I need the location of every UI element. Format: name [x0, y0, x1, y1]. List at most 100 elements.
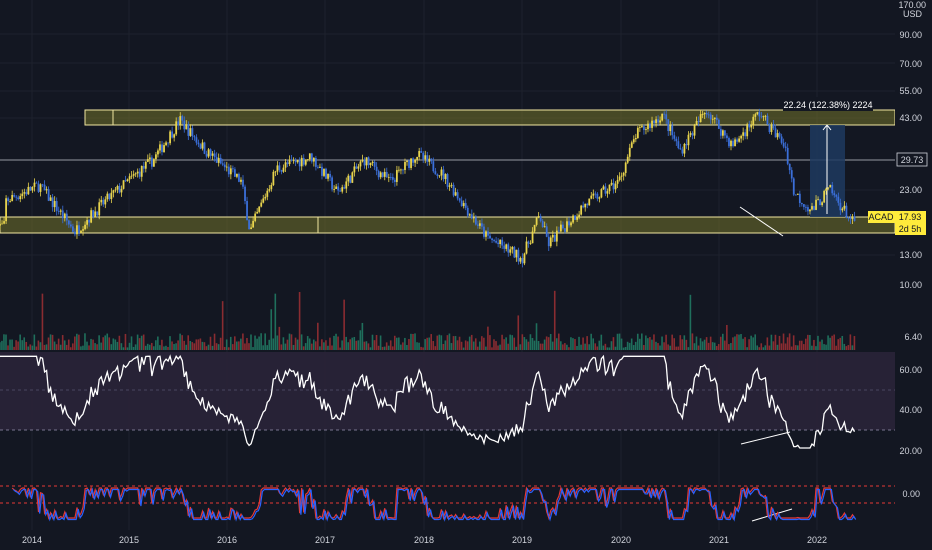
candle — [594, 191, 597, 199]
candle — [312, 157, 315, 167]
volume-bar — [177, 340, 179, 350]
candle — [124, 175, 127, 183]
candle — [566, 217, 568, 233]
volume-bar — [434, 346, 437, 350]
time-axis[interactable]: 2014 2015 2016 2017 2018 2019 2020 2021 … — [22, 535, 827, 545]
volume-bar — [308, 338, 311, 350]
volume-bar — [792, 335, 795, 350]
volume-bar — [33, 334, 36, 350]
volume-bar — [588, 344, 590, 350]
volume-bar — [780, 343, 783, 350]
candle — [187, 121, 190, 141]
volume-bar — [319, 346, 321, 350]
volume-bar — [598, 340, 601, 350]
volume-bar — [794, 345, 797, 350]
volume-bar — [278, 326, 281, 350]
zones — [0, 109, 896, 234]
volume-bar — [485, 346, 487, 350]
volume-bar — [468, 336, 471, 350]
volume-bar — [764, 345, 767, 350]
price-scale[interactable]: 170.00 USD 90.00 70.00 55.00 43.00 29.73… — [895, 0, 932, 550]
candle — [157, 148, 159, 158]
volume-bar — [594, 343, 597, 350]
candle — [800, 202, 803, 207]
candle — [786, 143, 789, 166]
candle — [29, 186, 32, 191]
candle — [811, 202, 813, 211]
volume-bar — [45, 344, 48, 350]
volume-bar — [304, 343, 307, 350]
volume-bar — [839, 337, 842, 350]
volume-bar — [227, 347, 230, 350]
volume-bar — [758, 347, 761, 350]
candle — [677, 136, 680, 150]
candle — [576, 213, 579, 222]
oscillator-line-2 — [12, 487, 857, 522]
candle — [134, 172, 137, 178]
candle — [454, 187, 457, 197]
candle — [815, 195, 817, 211]
candle — [317, 164, 319, 169]
candle — [136, 168, 139, 178]
volume-bar — [630, 338, 633, 350]
volume-bar — [778, 335, 781, 350]
volume-bar — [138, 338, 141, 350]
candle — [244, 184, 246, 205]
volume-bar — [47, 337, 50, 350]
volume-bar — [756, 345, 759, 350]
volume-bar — [476, 346, 479, 350]
candle — [288, 155, 291, 167]
candle — [667, 119, 670, 137]
volume-bar — [638, 338, 641, 350]
candle — [709, 112, 712, 124]
candle — [509, 246, 512, 256]
candle — [513, 245, 516, 259]
volume-bar — [124, 333, 127, 350]
volume-bar — [754, 334, 756, 350]
candle — [72, 223, 74, 233]
candle — [96, 211, 99, 218]
volume-bar — [400, 344, 402, 350]
volume-bar — [268, 339, 271, 350]
candle — [837, 192, 840, 206]
volume-bar — [489, 335, 491, 350]
volume-bar — [774, 334, 777, 350]
volume-bar — [821, 339, 823, 350]
candle — [503, 241, 506, 253]
candle — [74, 228, 76, 237]
volume-bar — [675, 346, 678, 350]
price-axis-label: 70.00 — [899, 59, 922, 69]
volume-bar — [167, 346, 169, 350]
volume-bar — [23, 337, 26, 350]
volume-bar — [219, 337, 222, 350]
candle — [521, 253, 524, 268]
volume-bar — [564, 343, 566, 350]
candle — [507, 242, 510, 257]
volume-bar — [327, 345, 329, 350]
volume-bar — [300, 334, 303, 350]
volume-bar — [250, 334, 252, 350]
last-price-tag[interactable]: ACAD 17.93 2d 5h — [868, 211, 926, 235]
volume-bar — [406, 344, 408, 350]
candle — [833, 190, 836, 198]
volume-bar — [566, 344, 568, 350]
candle — [466, 205, 469, 218]
candle — [343, 184, 346, 190]
candle — [53, 196, 56, 212]
candle — [140, 165, 143, 182]
candle — [306, 159, 309, 162]
candle — [361, 154, 364, 163]
volume-bar — [199, 338, 202, 350]
candle — [266, 188, 269, 201]
candle — [701, 110, 704, 119]
volume-bar — [446, 335, 449, 350]
candle — [274, 170, 277, 177]
volume-bar — [355, 340, 358, 350]
candle — [304, 159, 307, 167]
candle — [231, 165, 234, 173]
volume-bar — [479, 341, 481, 350]
candle — [221, 158, 224, 167]
symbol-tag: ACAD — [868, 212, 894, 222]
support-zone[interactable] — [0, 216, 896, 234]
